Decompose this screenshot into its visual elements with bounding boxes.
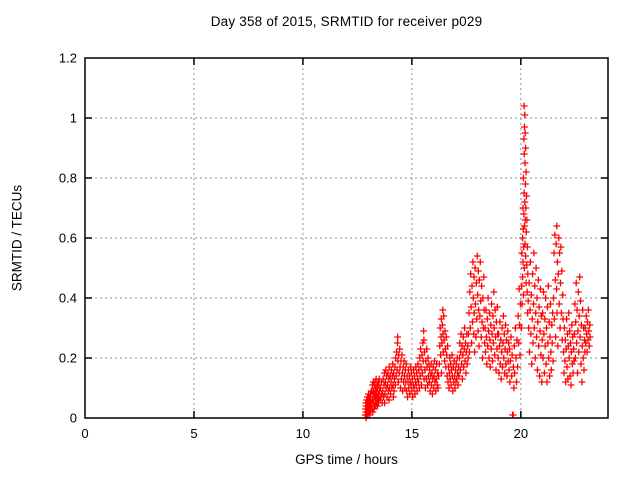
x-tick-label: 10 — [296, 426, 310, 441]
x-tick-label: 15 — [405, 426, 419, 441]
x-axis-label: GPS time / hours — [295, 452, 398, 467]
chart-title: Day 358 of 2015, SRMTID for receiver p02… — [210, 14, 483, 29]
x-tick-label: 20 — [514, 426, 528, 441]
y-tick-label: 0.6 — [59, 231, 77, 246]
y-tick-label: 0.4 — [59, 291, 77, 306]
plot-border — [84, 57, 609, 419]
y-tick-label: 0 — [70, 411, 77, 426]
y-tick-label: 0.2 — [59, 351, 77, 366]
x-tick-label: 5 — [190, 426, 197, 441]
scatter-points — [361, 102, 594, 422]
x-tick-label: 0 — [81, 426, 88, 441]
y-tick-label: 0.8 — [59, 171, 77, 186]
y-tick-label: 1.2 — [59, 51, 77, 66]
y-tick-label: 1 — [70, 111, 77, 126]
